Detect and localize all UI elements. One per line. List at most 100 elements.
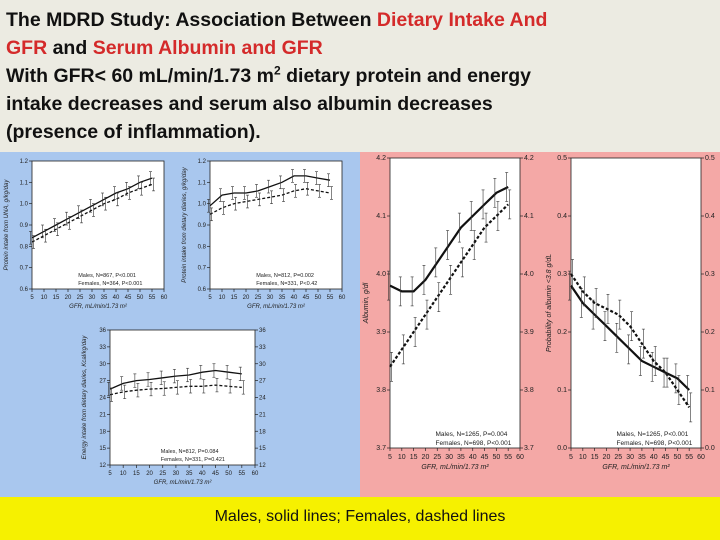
legend-entry: Females, N=698, P<0.001	[617, 440, 693, 447]
x-tick-label: 20	[146, 471, 153, 477]
y-tick-label: 27	[99, 379, 106, 385]
x-tick-label: 5	[108, 471, 112, 477]
x-tick-label: 50	[673, 454, 681, 461]
y-tick-label: 0.3	[557, 271, 567, 278]
y-tick-label: 15	[99, 446, 106, 452]
y-tick-label: 0.1	[557, 387, 567, 394]
y-tick-label-right: 0.5	[705, 155, 715, 162]
x-tick-label: 5	[208, 295, 212, 301]
chart-protein-dpi: 0.6 0.7 0.8 0.9 1.0 1.1 1.2 5 10 15 20 25 30 35 40 45 50…	[4, 159, 168, 310]
y-tick-label-right: 0.0	[705, 445, 715, 452]
x-tick-label: 15	[231, 295, 238, 301]
y-tick-label-right: 15	[259, 446, 266, 452]
x-tick-label: 50	[492, 454, 500, 461]
legend-entry: Males, N=812, P=0.084	[161, 449, 219, 455]
x-tick-label: 25	[77, 295, 84, 301]
x-axis-label: GFR, mL/min/1.73 m²	[69, 304, 128, 310]
y-tick-label-right: 36	[259, 328, 266, 334]
plot-area	[109, 329, 256, 466]
x-tick-label: 40	[113, 295, 120, 301]
series-line-females	[570, 273, 691, 409]
y-tick-label: 33	[99, 345, 106, 351]
series-line-males	[109, 369, 242, 390]
y-tick-label: 0.5	[557, 155, 567, 162]
x-tick-label: 50	[315, 295, 322, 301]
y-tick-label: 18	[99, 429, 106, 435]
x-tick-label: 5	[30, 295, 34, 301]
legend-entry: Males, N=1265, P=0.004	[436, 431, 508, 438]
y-tick-label: 12	[99, 463, 106, 469]
legend-entry: Males, N=812, P=0.002	[256, 273, 314, 279]
x-tick-label: 25	[614, 454, 622, 461]
legend-entry: Females, N=364, P<0.001	[78, 281, 142, 287]
x-tick-label: 10	[41, 295, 48, 301]
x-axis-label: GFR, mL/min/1.73 m²	[154, 480, 213, 486]
y-tick-label: 0.9	[20, 223, 29, 229]
y-tick-label-right: 0.4	[705, 213, 715, 220]
y-tick-label-right: 30	[259, 362, 266, 368]
y-axis-label: Energy intake from dietary diaries, Kcal…	[82, 335, 88, 460]
subtitle-line-2: intake decreases and serum also albumin …	[6, 93, 493, 115]
slide-title: The MDRD Study: Association Between Diet…	[6, 6, 714, 146]
y-tick-label-right: 27	[259, 379, 266, 385]
y-tick-label: 3.8	[376, 387, 386, 394]
x-tick-label: 45	[662, 454, 670, 461]
x-tick-label: 35	[279, 295, 286, 301]
y-tick-label: 24	[99, 396, 106, 402]
x-tick-label: 45	[481, 454, 489, 461]
legend-entry: Females, N=331, P=0.421	[161, 457, 225, 463]
x-tick-label: 45	[212, 471, 219, 477]
series-line-females	[31, 183, 153, 243]
x-tick-label: 60	[161, 295, 168, 301]
x-tick-label: 15	[53, 295, 60, 301]
x-tick-label: 45	[125, 295, 132, 301]
x-tick-label: 15	[133, 471, 140, 477]
y-tick-label-right: 21	[259, 412, 266, 418]
legend-entry: Males, N=1265, P<0.001	[617, 431, 689, 438]
chart-protein-diary: 0.6 0.7 0.8 0.9 1.0 1.1 1.2 5 10 15 20 25 30 35 40 45 50…	[182, 159, 346, 310]
x-tick-label: 30	[445, 454, 453, 461]
y-tick-label: 4.0	[376, 271, 386, 278]
title-text: and	[47, 37, 93, 59]
x-tick-label: 35	[186, 471, 193, 477]
title-line-2: GFR and Serum Albumin and GFR	[6, 34, 714, 62]
x-tick-label: 60	[697, 454, 705, 461]
x-tick-label: 55	[504, 454, 512, 461]
x-tick-label: 10	[219, 295, 226, 301]
x-tick-label: 20	[603, 454, 611, 461]
x-tick-label: 40	[469, 454, 477, 461]
series-line-males	[389, 186, 509, 293]
y-tick-label: 1.1	[20, 180, 29, 186]
y-tick-label: 0.7	[198, 266, 207, 272]
y-tick-label: 0.4	[557, 213, 567, 220]
subtitle-line-1: With GFR< 60 mL/min/1.73 m2 dietary prot…	[6, 62, 714, 90]
x-tick-label: 20	[65, 295, 72, 301]
legend-entry: Males, N=867, P<0.001	[78, 273, 136, 279]
y-tick-label-right: 12	[259, 463, 266, 469]
y-tick-label: 3.9	[376, 329, 386, 336]
x-tick-label: 30	[626, 454, 634, 461]
x-tick-label: 55	[238, 471, 245, 477]
y-tick-label-right: 0.1	[705, 387, 715, 394]
y-tick-label: 0.9	[198, 223, 207, 229]
x-tick-label: 35	[638, 454, 646, 461]
y-tick-label: 4.1	[376, 213, 386, 220]
legend-entry: Females, N=698, P<0.001	[436, 440, 512, 447]
series-line-females	[389, 203, 509, 368]
y-tick-label: 0.8	[198, 244, 207, 250]
x-tick-label: 30	[173, 471, 180, 477]
x-tick-label: 10	[120, 471, 127, 477]
x-tick-label: 15	[591, 454, 599, 461]
chart-energy: 12 12 15 15 18 18 21 21 24 24 27 27 30 30 33 33 36 36 5 10 1…	[82, 328, 266, 486]
x-tick-label: 55	[149, 295, 156, 301]
y-tick-label: 0.0	[557, 445, 567, 452]
subtitle-text: With GFR< 60 mL/min/1.73 m	[6, 65, 275, 87]
x-axis-label: GFR, mL/min/1.73 m²	[421, 464, 489, 471]
title-highlight: Serum Albumin and GFR	[92, 37, 323, 59]
superscript: 2	[274, 63, 281, 78]
y-tick-label: 0.7	[20, 266, 29, 272]
series-line-females	[109, 384, 242, 396]
subtitle-line-3: (presence of inflammation).	[6, 121, 261, 143]
plot-area	[570, 157, 702, 449]
y-tick-label-right: 3.7	[524, 445, 534, 452]
